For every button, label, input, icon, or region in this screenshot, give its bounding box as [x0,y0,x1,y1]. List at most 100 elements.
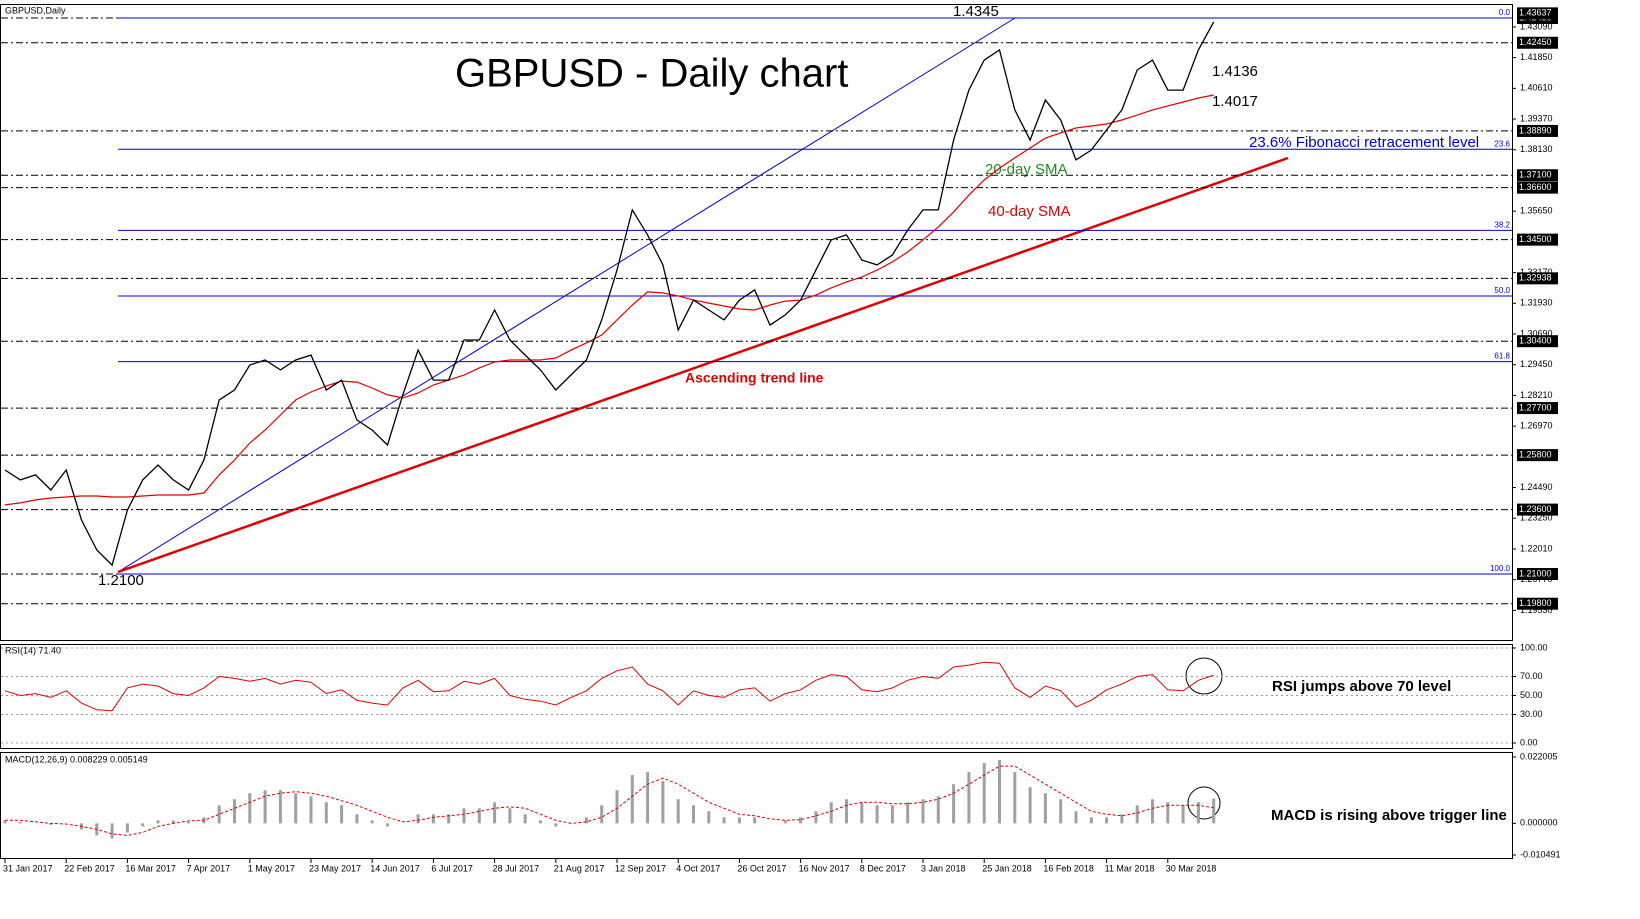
histogram-bar [431,814,435,824]
x-tick-label: 1 May 2017 [248,863,295,873]
level-label: 1.19800 [1519,598,1552,608]
x-tick-label: 8 Dec 2017 [860,863,906,873]
level-label: 1.38890 [1519,125,1552,135]
x-tick-label: 16 Feb 2018 [1043,863,1094,873]
histogram-bar [233,799,236,824]
histogram-bar [982,763,986,824]
y-tick-label: 1.43090 [1520,21,1553,31]
histogram-bar [936,796,940,824]
x-tick-label: 28 Jul 2017 [493,863,540,873]
level-label: 1.23600 [1519,504,1552,514]
x-tick-label: 26 Oct 2017 [737,863,786,873]
histogram-bar [462,808,466,824]
chart-title: GBPUSD - Daily chart [455,52,848,96]
histogram-bar [584,817,588,824]
level-label: 1.36600 [1519,182,1552,192]
annotation: 1.4345 [953,3,999,20]
annotation: 40-day SMA [988,203,1071,220]
y-tick-label: 0.000000 [1520,818,1558,828]
macd-panel [0,752,1513,859]
y-tick-label: 1.39370 [1520,113,1553,123]
macd-title: MACD(12,26,9) 0.008229 0.005149 [5,754,148,764]
histogram-bar [416,814,420,824]
level-box [1517,181,1558,194]
last-price-label: 1.43637 [1519,8,1552,18]
histogram-bar [814,811,818,824]
histogram-bar [1135,805,1139,824]
level-box [1517,503,1558,516]
annotation: Ascending trend line [685,370,824,386]
histogram-bar [263,790,267,824]
ascending-trend-line [117,156,1289,574]
histogram-bar [3,820,7,824]
level-box [1517,402,1558,415]
histogram-bar [1059,799,1063,824]
histogram-bar [125,823,129,833]
price-line [4,21,1215,567]
level-box [1517,272,1558,285]
x-tick-label: 23 May 2017 [309,863,361,873]
x-tick-label: 31 Jan 2017 [3,863,53,873]
histogram-bar [1212,798,1216,824]
last-price-box [1517,7,1558,20]
y-tick-label: 1.35650 [1520,206,1553,216]
histogram-bar [799,817,803,824]
histogram-bar [860,802,864,824]
x-tick-label: 11 Mar 2018 [1105,863,1155,873]
x-tick-label: 14 Jun 2017 [370,863,420,873]
y-tick-label: 1.23250 [1520,513,1553,523]
fib-label: 38.2 [1494,220,1510,229]
annotation: 23.6% Fibonacci retracement level [1249,134,1479,151]
macd-annotation: MACD is rising above trigger line [1271,807,1507,824]
histogram-bar [447,814,451,824]
y-tick-label: 1.29450 [1520,359,1553,369]
sma-line [4,94,1214,506]
x-tick-label: 22 Feb 2017 [64,863,115,873]
histogram-bar [906,802,910,824]
y-tick-label: 1.24490 [1520,482,1553,492]
histogram-bar [1028,787,1032,824]
fib-label: 61.8 [1494,352,1510,361]
histogram-bar [1043,793,1047,824]
histogram-bar [1120,814,1124,824]
level-label: 1.37100 [1519,170,1552,180]
histogram-bar [1166,802,1170,824]
x-tick-label: 4 Oct 2017 [676,863,720,873]
signal-line [5,765,1214,836]
annotation: 1.4136 [1212,63,1258,80]
histogram-bar [141,823,145,827]
level-label: 1.21000 [1519,568,1552,578]
histogram-bar [737,817,741,824]
histogram-bar [370,820,374,824]
histogram-bar [692,805,695,824]
histogram-bar [676,799,680,824]
histogram-bar [217,805,221,824]
level-label: 1.25800 [1519,449,1552,459]
histogram-bar [952,784,956,824]
histogram-bar [890,805,894,824]
y-tick-label: 30.00 [1520,709,1543,719]
x-tick-label: 25 Jan 2018 [982,863,1032,873]
histogram-bar [493,802,497,824]
histogram-bar [324,802,328,824]
fib-label: 100.0 [1490,564,1511,573]
histogram-bar [278,790,282,824]
histogram-bar [156,820,160,824]
macd-circle [1187,786,1221,820]
y-tick-label: 50.00 [1520,690,1543,700]
level-label: 1.30400 [1519,336,1552,346]
y-tick-label: 1.38130 [1520,144,1553,154]
main-panel [0,4,1513,641]
histogram-bar [829,802,833,824]
histogram-bar [1181,805,1185,824]
y-tick-label: 0.022005 [1520,751,1558,761]
histogram-bar [1196,802,1200,824]
histogram-bar [554,823,558,827]
level-box [1517,567,1558,580]
histogram-bar [187,821,191,824]
x-tick-label: 21 Aug 2017 [554,863,605,873]
histogram-bar [783,820,787,824]
level-box [1517,335,1558,348]
